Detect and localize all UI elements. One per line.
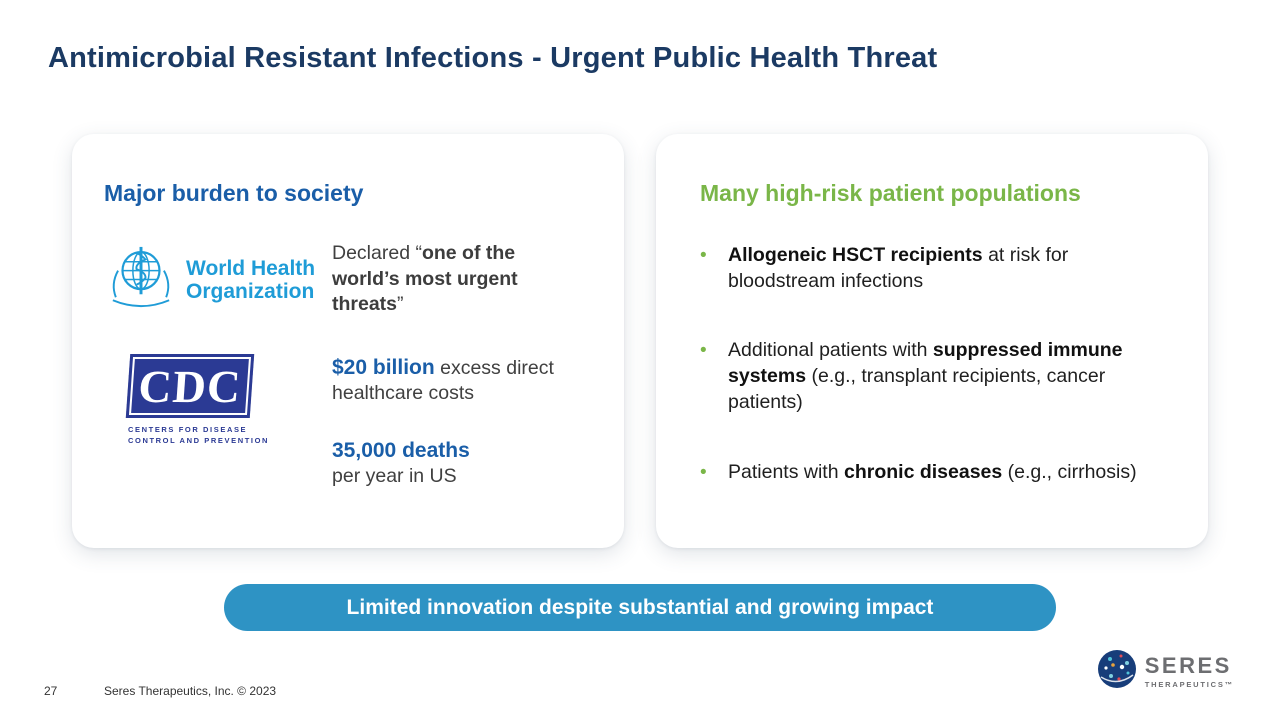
seres-logo: SERES THERAPEUTICS™ <box>1097 649 1234 694</box>
copyright-text: Seres Therapeutics, Inc. © 2023 <box>104 684 277 698</box>
seres-globe-icon <box>1097 649 1137 694</box>
page-number: 27 <box>44 684 58 698</box>
list-item: • Allogeneic HSCT recipients at risk for… <box>700 243 1172 294</box>
cdc-row: CDC CENTERS FOR DISEASE CONTROL AND PREV… <box>104 354 594 489</box>
seres-wordmark: SERES <box>1144 652 1232 678</box>
page-title: Antimicrobial Resistant Infections - Urg… <box>48 42 938 74</box>
cdc-logo: CDC CENTERS FOR DISEASE CONTROL AND PREV… <box>104 354 332 489</box>
cost-stat-value: $20 billion <box>332 356 435 379</box>
cdc-logo-caption: CENTERS FOR DISEASE CONTROL AND PREVENTI… <box>128 425 270 446</box>
who-wordmark: World Health Organization <box>186 257 316 303</box>
seres-wordmark-sub: THERAPEUTICS™ <box>1144 679 1234 689</box>
bullet-icon: • <box>700 245 707 266</box>
burden-card-heading: Major burden to society <box>104 180 364 206</box>
populations-card-heading: Many high-risk patient populations <box>700 180 1081 206</box>
deaths-stat: 35,000 deaths per year in US <box>332 438 470 488</box>
list-item: • Patients with chronic diseases (e.g., … <box>700 460 1172 486</box>
list-item: • Additional patients with suppressed im… <box>700 338 1172 415</box>
cost-stat: $20 billion excess direct healthcare cos… <box>332 356 554 405</box>
cdc-logo-acronym: CDC <box>125 354 255 418</box>
key-message-banner: Limited innovation despite substantial a… <box>224 584 1056 631</box>
who-statement: Declared “one of the world’s most urgent… <box>332 242 518 316</box>
deaths-stat-value: 35,000 deaths <box>332 438 470 462</box>
populations-bullet-list: • Allogeneic HSCT recipients at risk for… <box>700 243 1172 485</box>
who-row: World Health Organization Declared “one … <box>104 241 594 320</box>
burden-card: Major burden to society <box>72 134 624 548</box>
populations-card: Many high-risk patient populations • All… <box>656 134 1208 548</box>
who-logo-block: World Health Organization <box>104 241 332 320</box>
bullet-icon: • <box>700 340 707 362</box>
bullet-icon: • <box>700 461 707 483</box>
who-emblem-icon <box>104 241 178 320</box>
